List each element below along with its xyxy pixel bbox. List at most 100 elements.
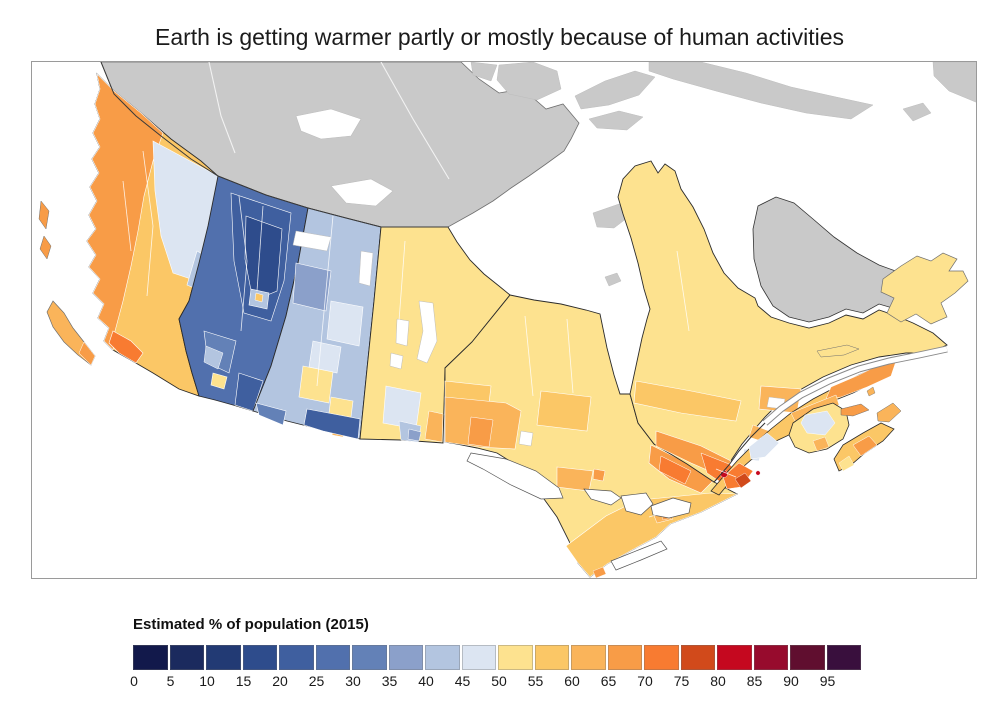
legend-swatch-30 — [352, 645, 387, 670]
legend-tick-40: 40 — [418, 673, 434, 689]
legend-swatch-75 — [680, 645, 715, 670]
legend-tick-15: 15 — [235, 673, 252, 689]
riding-southern-ontario — [565, 492, 738, 578]
legend-tick-25: 25 — [308, 673, 325, 689]
legend-tick-60: 60 — [564, 673, 580, 689]
legend-swatch-35 — [388, 645, 423, 670]
lake-erie — [610, 540, 668, 571]
riding-victoria — [78, 341, 96, 366]
sixtieth-parallel-border — [100, 62, 448, 228]
legend-tick-45: 45 — [454, 673, 471, 689]
legend-tick-0: 0 — [130, 673, 138, 689]
riding-saskatoon — [298, 365, 334, 404]
riding-windsor — [592, 566, 607, 578]
riding-sask-west — [292, 262, 332, 312]
riding-sask-pale — [326, 300, 364, 347]
legend-swatch-0 — [133, 645, 168, 670]
legend-swatch-15 — [242, 645, 277, 670]
riding-alberta-foothills — [203, 345, 224, 370]
legend-tick-5: 5 — [166, 673, 175, 689]
riding-nb-south — [812, 436, 830, 452]
baffin-island — [648, 62, 874, 120]
legend-colorbar — [133, 645, 863, 670]
legend-tick-65: 65 — [600, 673, 617, 689]
lake-nipigon — [518, 430, 534, 447]
legend-tick-10: 10 — [199, 673, 215, 689]
arctic-island — [902, 102, 932, 122]
region-prince-edward-island — [840, 403, 870, 417]
region-cape-breton — [876, 402, 902, 423]
legend-tick-labels: 0 5 10 15 20 25 30 35 40 45 50 55 60 65 70 75 80 85 90 95 — [130, 673, 893, 690]
arctic-island — [574, 70, 656, 110]
lake-winnipeg — [416, 300, 438, 364]
riding-centre-du-quebec-pale — [748, 432, 780, 460]
legend-swatch-10 — [206, 645, 241, 670]
territory-border-nwt-nunavut — [380, 62, 450, 180]
chart-title: Earth is getting warmer partly or mostly… — [154, 24, 844, 50]
legend-tick-70: 70 — [637, 673, 653, 689]
riding-bc-coast — [86, 73, 164, 351]
canada-choropleth-map — [38, 62, 976, 578]
riding-calgary — [210, 372, 228, 390]
arctic-island — [588, 110, 644, 131]
georgian-bay — [620, 492, 654, 516]
iles-de-la-madeleine — [866, 386, 876, 397]
riding-winnipeg — [424, 410, 444, 443]
lake-winnipegosis — [395, 318, 410, 347]
st-lawrence-river-narrow — [714, 422, 766, 482]
lake-athabasca — [292, 230, 332, 252]
riding-north-bay — [592, 468, 606, 482]
legend-tick-55: 55 — [527, 673, 544, 689]
riding-sask-pale — [308, 340, 342, 374]
riding-sask-southwest — [255, 402, 287, 426]
legend-swatch-20 — [279, 645, 314, 670]
anticosti-island — [816, 344, 860, 358]
riding-edmonton-centre — [254, 292, 264, 303]
haida-gwaii — [38, 200, 50, 230]
legend-swatch-85 — [753, 645, 788, 670]
riding-quebec-mid-north — [633, 380, 742, 422]
territory-border-yukon-nwt — [208, 62, 236, 154]
legend-swatch-60 — [571, 645, 606, 670]
riding-ontario-mid-north — [536, 390, 592, 432]
legend-swatch-55 — [534, 645, 569, 670]
haida-gwaii — [39, 235, 52, 260]
legend-title: Estimated % of population (2015) — [133, 616, 369, 633]
lake-superior — [466, 452, 564, 500]
riding-halifax — [852, 435, 878, 457]
legend-swatch-25 — [315, 645, 350, 670]
legend-tick-80: 80 — [710, 673, 726, 689]
legend-tick-30: 30 — [345, 673, 361, 689]
riding-ns-southwest — [838, 455, 855, 472]
legend-tick-85: 85 — [746, 673, 763, 689]
map-frame — [31, 61, 977, 579]
great-bear-lake — [295, 108, 362, 140]
lake-manitoba — [389, 352, 404, 370]
great-slave-lake — [330, 178, 394, 207]
belcher-islands — [604, 272, 622, 287]
riding-manitoba-blue-dot — [407, 428, 422, 442]
legend-swatch-95 — [826, 645, 861, 670]
legend-swatch-70 — [644, 645, 679, 670]
legend-swatch-5 — [169, 645, 204, 670]
legend-swatch-65 — [607, 645, 642, 670]
riding-sask-southeast — [303, 408, 361, 440]
riding-montreal-red-dot — [755, 470, 761, 476]
riding-vancouver — [108, 330, 144, 364]
arctic-island — [496, 62, 562, 101]
riding-ottawa-core — [658, 455, 692, 485]
region-labrador — [752, 196, 907, 323]
legend-tick-50: 50 — [491, 673, 507, 689]
legend-swatch-45 — [461, 645, 496, 670]
legend-swatch-50 — [498, 645, 533, 670]
arctic-island — [470, 62, 498, 82]
riding-alberta-core — [244, 215, 283, 302]
st-lawrence-river — [763, 346, 948, 425]
riding-sudbury — [556, 466, 594, 492]
riding-montreal-south — [734, 472, 752, 489]
legend-swatch-40 — [425, 645, 460, 670]
legend-tick-35: 35 — [381, 673, 398, 689]
arctic-island-corner — [932, 62, 976, 103]
legend-tick-20: 20 — [272, 673, 288, 689]
lake-huron — [583, 488, 622, 506]
